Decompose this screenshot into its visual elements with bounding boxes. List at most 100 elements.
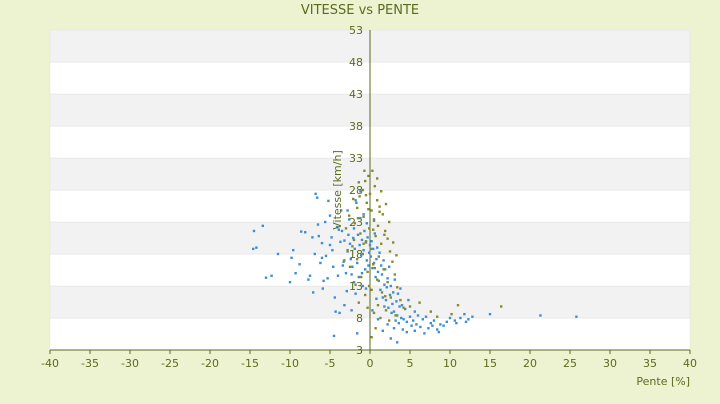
data-point-series-1 [405, 320, 408, 324]
data-point-series-2 [364, 193, 368, 197]
data-point-series-1 [304, 231, 307, 234]
data-point-series-2 [429, 310, 432, 313]
data-point-series-1 [391, 302, 394, 306]
x-tick-label: -10 [281, 357, 299, 370]
data-point-series-1 [337, 228, 340, 231]
data-point-series-1 [393, 278, 396, 281]
data-point-series-1 [300, 230, 303, 233]
data-point-series-2 [374, 327, 377, 330]
data-point-series-1 [314, 192, 317, 196]
data-point-series-1 [336, 225, 339, 229]
data-point-series-1 [342, 260, 345, 263]
data-point-series-1 [298, 263, 301, 266]
data-point-series-1 [429, 321, 432, 325]
data-point-series-1 [367, 264, 370, 267]
data-point-series-2 [376, 224, 380, 228]
x-tick-label: 25 [563, 357, 577, 370]
data-point-series-1 [356, 233, 360, 236]
chart-title: VITESSE vs PENTE [301, 3, 419, 18]
y-tick-labels: 38131823283338434853 [349, 24, 363, 357]
data-point-series-1 [322, 279, 325, 283]
data-point-series-2 [378, 210, 381, 213]
data-point-series-1 [455, 321, 458, 325]
data-point-series-1 [375, 257, 378, 261]
data-point-series-2 [379, 316, 382, 320]
data-point-series-1 [539, 314, 542, 317]
data-point-series-1 [400, 316, 403, 320]
x-tick-label: -30 [121, 357, 139, 370]
data-point-series-2 [348, 214, 351, 217]
data-point-series-2 [359, 232, 362, 235]
data-point-series-2 [373, 266, 376, 270]
data-point-series-1 [392, 327, 396, 330]
data-point-series-1 [372, 218, 376, 221]
data-point-series-1 [348, 242, 352, 245]
data-point-series-1 [316, 223, 320, 226]
data-point-series-1 [387, 306, 390, 309]
data-point-series-1 [381, 296, 384, 299]
data-point-series-1 [445, 320, 448, 324]
data-point-series-1 [413, 310, 416, 313]
data-point-series-2 [356, 257, 359, 261]
data-point-series-1 [307, 278, 310, 281]
data-point-series-1 [332, 334, 336, 338]
data-point-series-1 [408, 315, 412, 318]
data-point-series-2 [357, 181, 360, 184]
data-point-series-1 [464, 320, 468, 324]
data-point-series-1 [400, 304, 404, 307]
data-point-series-2 [369, 247, 372, 251]
y-tick-label: 33 [349, 152, 363, 165]
data-point-series-1 [360, 238, 364, 242]
data-point-series-1 [348, 218, 351, 221]
data-point-series-1 [313, 252, 316, 256]
y-tick-label: 48 [349, 56, 363, 69]
data-point-series-1 [398, 305, 401, 308]
data-point-series-1 [374, 275, 377, 279]
data-points [252, 169, 578, 344]
x-tick-label: 30 [603, 357, 617, 370]
data-point-series-1 [389, 284, 392, 288]
data-point-series-1 [360, 254, 363, 257]
data-point-series-1 [442, 324, 445, 327]
data-point-series-1 [362, 248, 365, 252]
data-point-series-1 [364, 268, 367, 271]
data-point-series-1 [386, 277, 389, 280]
data-point-series-1 [437, 330, 440, 334]
data-point-series-1 [320, 241, 324, 245]
data-point-series-1 [350, 273, 353, 276]
data-point-series-1 [356, 261, 359, 265]
data-point-series-1 [382, 259, 385, 262]
y-tick-label: 28 [349, 184, 363, 197]
data-point-series-1 [575, 315, 578, 318]
data-point-series-2 [388, 250, 392, 253]
data-point-series-2 [365, 201, 368, 204]
x-tick-label: -25 [161, 357, 179, 370]
data-point-series-2 [366, 270, 369, 274]
data-point-series-2 [361, 252, 364, 256]
data-point-series-1 [366, 236, 369, 239]
data-point-series-2 [383, 233, 386, 236]
data-point-series-1 [276, 252, 280, 256]
data-point-series-1 [412, 319, 415, 322]
data-point-series-1 [365, 259, 368, 262]
data-point-series-2 [408, 305, 412, 308]
x-tick-label: -5 [325, 357, 336, 370]
y-axis-label: Vitesse [km/h] [331, 150, 344, 230]
data-point-series-1 [401, 328, 404, 331]
data-point-series-2 [374, 234, 377, 238]
data-point-series-1 [341, 264, 344, 267]
data-point-series-1 [261, 224, 264, 228]
data-point-series-2 [371, 169, 374, 172]
data-point-series-1 [396, 314, 399, 317]
data-point-series-2 [384, 309, 388, 312]
data-point-series-1 [368, 243, 372, 247]
data-point-series-2 [364, 240, 368, 243]
data-point-series-1 [339, 240, 342, 244]
x-tick-label: 10 [443, 357, 457, 370]
data-point-series-1 [330, 236, 333, 239]
data-point-series-1 [358, 243, 361, 247]
data-point-series-2 [376, 199, 379, 202]
data-point-series-2 [380, 291, 384, 294]
data-point-series-1 [404, 307, 407, 311]
data-point-series-2 [364, 179, 367, 183]
